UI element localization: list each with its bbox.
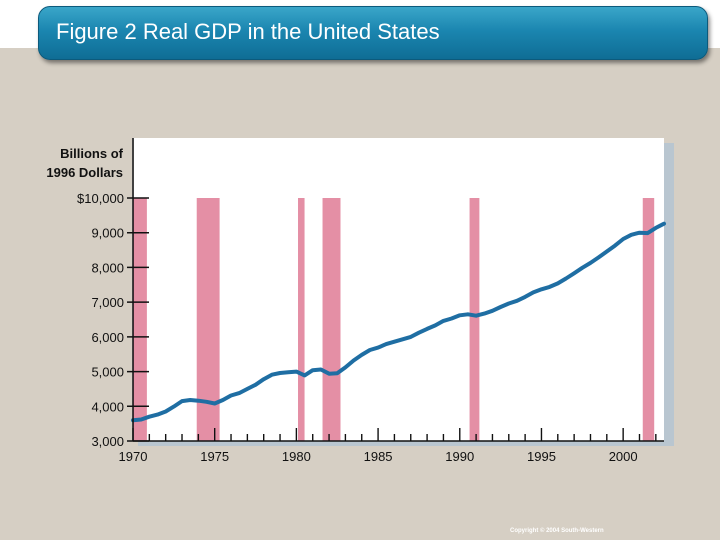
gdp-point-1975.5 [222, 399, 224, 401]
y-tick-label-9000: 9,000 [91, 226, 124, 241]
gdp-point-1981 [312, 369, 314, 371]
recession-band-3 [298, 198, 305, 441]
gdp-point-1976.5 [238, 392, 240, 394]
gdp-point-1983 [344, 366, 346, 369]
plot-area [132, 138, 664, 441]
gdp-point-1988 [426, 328, 428, 330]
gdp-point-1984.5 [369, 349, 371, 351]
gdp-point-2002.5 [663, 223, 665, 225]
gdp-point-1977 [246, 388, 248, 390]
gdp-point-1985.5 [385, 343, 387, 345]
gdp-point-2001 [638, 232, 641, 234]
gdp-line-group [131, 221, 666, 423]
gdp-point-1984 [361, 354, 363, 356]
gdp-point-1997.5 [581, 267, 583, 269]
gdp-point-1980 [295, 370, 297, 373]
gdp-point-1996 [557, 282, 559, 284]
gdp-point-1994.5 [532, 291, 534, 294]
slide-title: Figure 2 Real GDP in the United States [56, 19, 440, 44]
gdp-point-1977.5 [254, 384, 257, 386]
gdp-point-1998 [589, 262, 592, 264]
gdp-point-2002 [655, 227, 657, 229]
recession-band-2 [196, 198, 220, 441]
gdp-point-1980.5 [303, 374, 306, 376]
gdp-point-1994 [524, 296, 526, 298]
y-axis-label-line2: 1996 Dollars [46, 165, 123, 180]
gdp-point-1973.5 [189, 399, 191, 401]
y-tick-label-6000: 6,000 [91, 330, 124, 345]
x-tick-label-1975: 1975 [200, 449, 229, 464]
y-tick-label-10000: $10,000 [77, 191, 124, 206]
gdp-point-1982 [328, 373, 330, 375]
y-tick-label-4000: 4,000 [91, 399, 124, 414]
x-tick-label-1995: 1995 [527, 449, 556, 464]
gdp-point-1985 [377, 347, 379, 349]
gdp-point-1982.5 [336, 372, 338, 374]
gdp-point-1976 [230, 394, 232, 397]
gdp-point-1972.5 [173, 406, 175, 408]
gdp-point-1986.5 [401, 338, 404, 340]
gdp-point-1993 [508, 302, 510, 305]
gdp-point-1997 [573, 272, 575, 274]
gdp-point-1979 [279, 372, 281, 374]
gdp-point-1998.5 [598, 256, 600, 258]
title-bar [38, 6, 708, 60]
y-tick-label-3000: 3,000 [91, 434, 124, 449]
gdp-point-1995.5 [549, 286, 551, 288]
gdp-point-1972 [165, 410, 167, 413]
gdp-point-1978 [263, 378, 265, 380]
gdp-point-1999.5 [614, 244, 616, 247]
y-tick-label-5000: 5,000 [91, 365, 124, 380]
gdp-point-1989.5 [451, 317, 453, 320]
recession-band-6 [642, 198, 655, 441]
gdp-point-1993.5 [516, 300, 518, 302]
gdp-point-1987.5 [418, 332, 420, 334]
gdp-point-1971 [148, 416, 150, 418]
recession-band-4 [322, 198, 341, 441]
recession-band-1 [133, 198, 147, 441]
x-tick-label-1990: 1990 [445, 449, 474, 464]
gdp-point-1992.5 [500, 306, 502, 308]
recession-bands [133, 198, 655, 441]
gdp-point-1978.5 [271, 374, 273, 376]
gdp-point-1996.5 [565, 277, 567, 280]
gdp-point-2000.5 [630, 234, 632, 236]
gdp-point-1992 [491, 310, 494, 312]
gdp-point-1971.5 [156, 414, 159, 416]
gdp-point-1973 [181, 400, 183, 402]
y-tick-label-7000: 7,000 [91, 295, 124, 310]
copyright-notice: Copyright © 2004 South-Western [510, 528, 604, 534]
gdp-point-2001.5 [647, 232, 649, 234]
gdp-point-1986 [393, 341, 396, 343]
gdp-point-1983.5 [352, 359, 355, 362]
axes: 3,000 4,000 5,000 6,000 7,000 8,000 9,000 $10,0… [77, 138, 664, 464]
gdp-point-1979.5 [287, 371, 289, 373]
gdp-point-1981.5 [320, 368, 322, 371]
x-tick-label-1970: 1970 [119, 449, 148, 464]
gdp-point-1974 [197, 400, 199, 402]
gdp-point-1974.5 [205, 401, 208, 403]
gdp-point-1987 [410, 336, 412, 338]
x-tick-label-1985: 1985 [364, 449, 393, 464]
gdp-point-1990.5 [467, 313, 469, 315]
gdp-point-1991.5 [483, 312, 485, 315]
recession-band-5 [469, 198, 480, 441]
gdp-point-2000 [622, 238, 624, 240]
gdp-point-1989 [442, 320, 445, 322]
x-tick-label-2000: 2000 [609, 449, 638, 464]
gdp-point-1988.5 [434, 324, 436, 327]
gdp-point-1995 [540, 288, 543, 290]
gdp-point-1970.5 [140, 418, 142, 421]
y-tick-label-8000: 8,000 [91, 260, 124, 275]
gdp-point-1990 [459, 314, 461, 316]
x-tick-label-1980: 1980 [282, 449, 311, 464]
gdp-point-1975 [214, 402, 216, 405]
y-axis-label-line1: Billions of [60, 146, 124, 161]
gdp-line [131, 221, 666, 423]
gdp-point-1991 [475, 315, 477, 317]
gdp-point-1999 [606, 250, 608, 253]
